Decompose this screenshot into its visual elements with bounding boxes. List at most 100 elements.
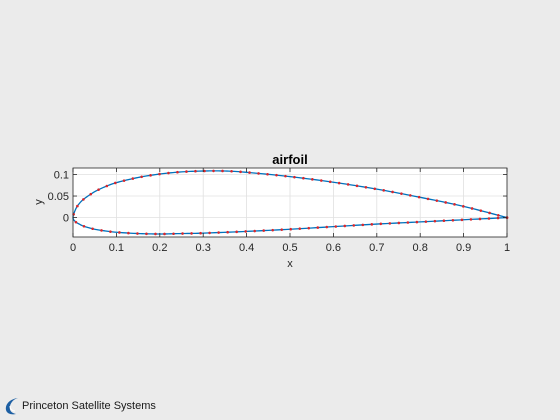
airfoil-data-point — [284, 175, 287, 178]
x-tick-label: 0.8 — [413, 242, 428, 254]
airfoil-data-point — [248, 171, 251, 174]
brand-logo: Princeton Satellite Systems — [4, 395, 156, 417]
airfoil-data-point — [199, 232, 202, 235]
airfoil-data-point — [89, 193, 92, 196]
airfoil-data-point — [307, 227, 310, 230]
airfoil-data-point — [416, 221, 419, 224]
airfoil-data-point — [382, 189, 385, 192]
airfoil-data-point — [471, 207, 474, 210]
airfoil-data-point — [347, 183, 350, 186]
airfoil-data-point — [443, 219, 446, 222]
airfoil-data-point — [253, 230, 256, 233]
airfoil-data-point — [217, 231, 220, 234]
airfoil-data-point — [427, 198, 430, 201]
airfoil-data-point — [365, 186, 368, 189]
airfoil-data-point — [497, 214, 500, 217]
airfoil-data-point — [123, 179, 126, 182]
airfoil-data-point — [83, 225, 86, 228]
airfoil-data-point — [127, 232, 130, 235]
x-tick-label: 0.5 — [282, 242, 297, 254]
airfoil-data-point — [488, 212, 491, 215]
airfoil-data-point — [167, 172, 170, 175]
airfoil-data-point — [181, 232, 184, 235]
airfoil-data-point — [338, 182, 341, 185]
airfoil-data-point — [434, 220, 437, 223]
airfoil-data-point — [462, 205, 465, 208]
airfoil-data-point — [418, 196, 421, 199]
airfoil-data-point — [400, 192, 403, 195]
airfoil-data-point — [398, 222, 401, 225]
airfoil-data-point — [75, 221, 78, 224]
x-tick-label: 1 — [504, 242, 510, 254]
airfoil-data-point — [343, 225, 346, 228]
airfoil-data-point — [316, 226, 319, 229]
airfoil-data-point — [118, 231, 121, 234]
y-tick-label: 0 — [63, 213, 69, 225]
airfoil-data-point — [185, 170, 188, 173]
airfoil-data-point — [132, 177, 135, 180]
airfoil-data-point — [334, 225, 337, 228]
airfoil-data-point — [190, 232, 193, 235]
swoosh-logo-icon — [4, 396, 20, 416]
airfoil-data-point — [82, 198, 85, 201]
x-tick-label: 0.4 — [239, 242, 254, 254]
airfoil-data-point — [289, 228, 292, 231]
airfoil-data-point — [172, 232, 175, 235]
airfoil-data-point — [479, 218, 482, 221]
airfoil-data-point — [154, 233, 157, 236]
airfoil-data-point — [356, 185, 359, 188]
airfoil-data-point — [163, 233, 166, 236]
airfoil-data-point — [239, 171, 242, 174]
airfoil-data-point — [302, 177, 305, 180]
x-tick-label: 0.7 — [369, 242, 384, 254]
airfoil-data-point — [444, 201, 447, 204]
airfoil-data-point — [235, 231, 238, 234]
y-tick-label: 0.1 — [54, 169, 69, 181]
company-name: Princeton Satellite Systems — [22, 400, 156, 412]
airfoil-data-point — [212, 170, 215, 173]
airfoil-data-point — [136, 232, 139, 235]
airfoil-data-point — [453, 203, 456, 206]
x-tick-label: 0.2 — [152, 242, 167, 254]
airfoil-data-point — [149, 174, 152, 177]
airfoil-data-point — [425, 220, 428, 223]
airfoil-data-point — [391, 191, 394, 194]
airfoil-data-point — [109, 230, 112, 233]
airfoil-data-point — [298, 227, 301, 230]
airfoil-data-point — [371, 223, 374, 226]
airfoil-data-point — [97, 188, 100, 191]
airfoil-data-point — [194, 170, 197, 173]
axes: 0 0.1 0.2 0.3 0.4 0.5 0.6 0.7 0.8 0.9 1 00.050.1 a… — [33, 152, 510, 270]
airfoil-data-point — [208, 232, 211, 235]
airfoil-data-point — [352, 224, 355, 227]
airfoil-data-point — [436, 199, 439, 202]
airfoil-data-point — [325, 226, 328, 229]
airfoil-data-point — [145, 233, 148, 236]
airfoil-data-point — [226, 231, 229, 234]
airfoil-data-point — [244, 230, 247, 233]
x-tick-label: 0.3 — [196, 242, 211, 254]
airfoil-data-point — [257, 172, 260, 175]
airfoil-data-point — [329, 180, 332, 183]
airfoil-data-point — [470, 218, 473, 221]
airfoil-data-point — [221, 170, 224, 173]
y-axis-label: y — [33, 199, 45, 205]
airfoil-data-point — [452, 219, 455, 222]
x-tick-label: 0.1 — [109, 242, 124, 254]
airfoil-data-point — [266, 173, 269, 176]
airfoil-data-point — [100, 229, 103, 232]
airfoil-data-point — [76, 205, 79, 208]
x-tick-label: 0 — [70, 242, 76, 254]
airfoil-data-point — [380, 223, 383, 226]
airfoil-data-point — [280, 228, 283, 231]
y-tick-label: 0.05 — [48, 191, 69, 203]
airfoil-data-point — [374, 187, 377, 190]
x-tick-label: 0.6 — [326, 242, 341, 254]
airfoil-data-point — [480, 209, 483, 212]
chart-title: airfoil — [272, 152, 307, 167]
airfoil-data-point — [114, 182, 117, 185]
airfoil-data-point — [362, 224, 365, 227]
airfoil-data-point — [106, 185, 109, 188]
airfoil-data-point — [140, 176, 143, 179]
